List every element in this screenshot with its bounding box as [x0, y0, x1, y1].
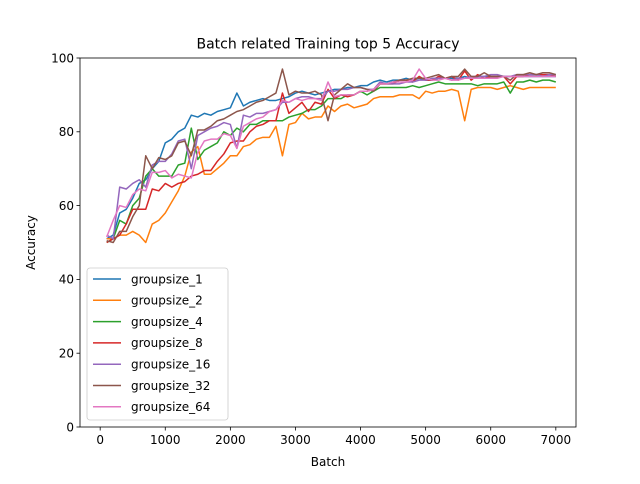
- y-tick-label: 80: [59, 125, 74, 139]
- series-line-groupsize_32: [106, 68, 557, 244]
- legend-label-groupsize_2: groupsize_2: [131, 294, 203, 308]
- legend-label-groupsize_32: groupsize_32: [131, 379, 210, 393]
- y-tick-label: 60: [59, 199, 74, 213]
- series-line-groupsize_8: [106, 70, 557, 244]
- y-tick-label: 0: [66, 420, 74, 434]
- series-line-groupsize_64: [105, 68, 556, 238]
- legend-label-groupsize_4: groupsize_4: [131, 315, 203, 329]
- x-axis-ticks: 0 1000 2000 3000 4000 5000 6000 7000: [96, 427, 571, 447]
- x-tick-label: 2000: [215, 433, 246, 447]
- legend-label-groupsize_8: groupsize_8: [131, 336, 203, 350]
- chart-title: Batch related Training top 5 Accuracy: [196, 37, 459, 53]
- x-tick-label: 6000: [475, 433, 506, 447]
- series-line-groupsize_1: [106, 75, 556, 240]
- plot-lines: [105, 68, 557, 244]
- y-tick-label: 40: [59, 273, 74, 287]
- x-tick-label: 4000: [345, 433, 376, 447]
- legend: groupsize_1 groupsize_2 groupsize_4groupsi…: [86, 267, 229, 421]
- x-tick-label: 0: [96, 433, 104, 447]
- legend-label-groupsize_64: groupsize_64: [131, 400, 210, 414]
- legend-label-groupsize_16: groupsize_16: [131, 358, 210, 372]
- y-tick-label: 20: [59, 347, 74, 361]
- x-tick-label: 5000: [410, 433, 441, 447]
- y-axis-ticks: 0 20 40 60 80 100: [51, 51, 80, 434]
- legend-box: [86, 267, 229, 421]
- x-tick-label: 7000: [541, 433, 572, 447]
- y-tick-label: 100: [51, 51, 74, 65]
- x-tick-label: 1000: [150, 433, 181, 447]
- y-axis-label: Accuracy: [24, 215, 38, 270]
- series-line-groupsize_4: [106, 79, 557, 244]
- legend-label-groupsize_1: groupsize_1: [131, 272, 203, 286]
- plot-frame: [79, 57, 577, 428]
- x-tick-label: 3000: [280, 433, 311, 447]
- x-axis-label: Batch: [311, 455, 346, 469]
